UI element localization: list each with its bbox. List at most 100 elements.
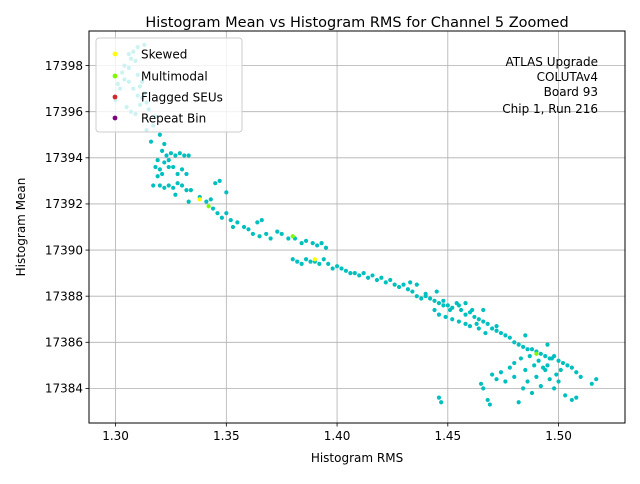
data-point-default	[441, 298, 446, 303]
data-point-default	[523, 333, 528, 338]
data-point-default	[308, 259, 313, 264]
data-point-default	[162, 185, 167, 190]
data-point-default	[352, 271, 357, 276]
data-point-default	[279, 231, 284, 237]
y-tick-label: 17394	[45, 151, 83, 165]
data-point-default	[299, 241, 304, 246]
y-tick-label: 17388	[45, 289, 83, 303]
data-point-default	[574, 395, 579, 400]
data-point-default	[540, 365, 546, 370]
data-point-default	[334, 264, 340, 269]
data-point-default	[594, 377, 599, 382]
data-point-default	[275, 229, 280, 234]
data-point-default	[498, 370, 504, 375]
legend: Skewed Multimodal Flagged SEUs Repeat Bi…	[95, 37, 243, 133]
annotation: ATLAS Upgrade COLUTAv4 Board 93 Chip 1, …	[502, 55, 598, 116]
data-point-default	[490, 372, 495, 377]
legend-label-multimodal: Multimodal	[141, 70, 208, 84]
data-point-default	[419, 296, 424, 301]
data-point-default	[323, 245, 329, 250]
data-point-default	[241, 224, 247, 230]
data-point-default	[330, 266, 335, 271]
data-point-default	[569, 397, 574, 403]
legend-label-repeat-bin: Repeat Bin	[141, 112, 206, 126]
data-point-default	[224, 190, 229, 195]
data-point-default	[436, 395, 442, 400]
data-point-default	[228, 217, 233, 223]
data-point-default	[405, 287, 411, 292]
data-point-default	[182, 153, 187, 158]
y-tick-label: 17390	[45, 243, 83, 257]
x-tick-label: 1.40	[324, 429, 351, 443]
data-point-default	[447, 307, 453, 313]
data-point-default	[507, 335, 512, 340]
legend-label-skewed: Skewed	[141, 48, 187, 62]
data-point-default	[339, 266, 344, 271]
data-point-default	[171, 185, 176, 190]
legend-label-flagged-seus: Flagged SEUs	[141, 91, 223, 105]
x-tick-label: 1.35	[213, 429, 240, 443]
data-point-default	[365, 275, 371, 280]
data-point-default	[157, 167, 162, 172]
data-point-default	[388, 277, 393, 283]
data-point-default	[558, 367, 563, 373]
data-point-default	[162, 141, 167, 147]
data-point-default	[503, 379, 508, 384]
data-point-default	[512, 340, 517, 345]
data-point-default	[299, 261, 304, 266]
data-point-default	[250, 231, 256, 237]
x-tick-label: 1.30	[102, 429, 129, 443]
data-point-default	[478, 381, 484, 386]
data-point-default	[219, 215, 224, 220]
data-point-default	[159, 148, 165, 154]
data-point-default	[507, 365, 512, 370]
data-point-default	[565, 363, 570, 368]
x-axis-label: Histogram RMS	[311, 451, 403, 465]
data-point-default	[538, 351, 543, 356]
data-point-default	[494, 324, 499, 329]
y-tick-label: 17384	[45, 382, 83, 396]
x-tick-label: 1.50	[545, 429, 572, 443]
data-point-default	[481, 386, 486, 391]
data-point-default	[439, 400, 444, 405]
y-tick-label: 17386	[45, 336, 83, 350]
y-axis-label: Histogram Mean	[14, 178, 28, 277]
data-point-default	[175, 171, 180, 177]
data-point-default	[208, 197, 213, 202]
data-point-default	[315, 243, 320, 248]
data-point-default	[173, 192, 178, 197]
data-point-default	[545, 342, 550, 347]
legend-marker-repeat-bin	[112, 115, 118, 121]
data-point-default	[563, 393, 568, 398]
data-point-default	[483, 330, 488, 336]
data-point-default	[235, 220, 240, 225]
data-point-default	[538, 384, 543, 389]
data-point-default	[476, 317, 481, 322]
data-point-skewed	[312, 257, 318, 262]
data-point-default	[534, 374, 539, 379]
data-point-default	[525, 379, 530, 384]
data-point-default	[268, 236, 273, 241]
data-point-default	[432, 307, 437, 313]
data-point-default	[529, 347, 535, 352]
data-point-default	[441, 303, 446, 308]
data-point-default	[326, 261, 331, 266]
data-point-default	[472, 314, 477, 320]
data-point-default	[529, 390, 535, 396]
data-point-default	[215, 211, 220, 216]
data-point-default	[177, 151, 182, 156]
data-point-default	[536, 358, 541, 363]
data-point-default	[436, 312, 442, 317]
data-point-default	[512, 360, 517, 366]
data-point-default	[485, 321, 490, 326]
data-point-default	[436, 300, 442, 306]
data-point-default	[317, 261, 322, 266]
data-point-skewed	[197, 197, 202, 202]
data-point-default	[164, 153, 169, 158]
data-point-default	[518, 356, 524, 361]
data-point-default	[204, 199, 209, 204]
data-point-default	[188, 188, 193, 193]
data-point-default	[370, 273, 375, 278]
data-point-default	[523, 367, 528, 373]
data-point-default	[184, 171, 189, 177]
